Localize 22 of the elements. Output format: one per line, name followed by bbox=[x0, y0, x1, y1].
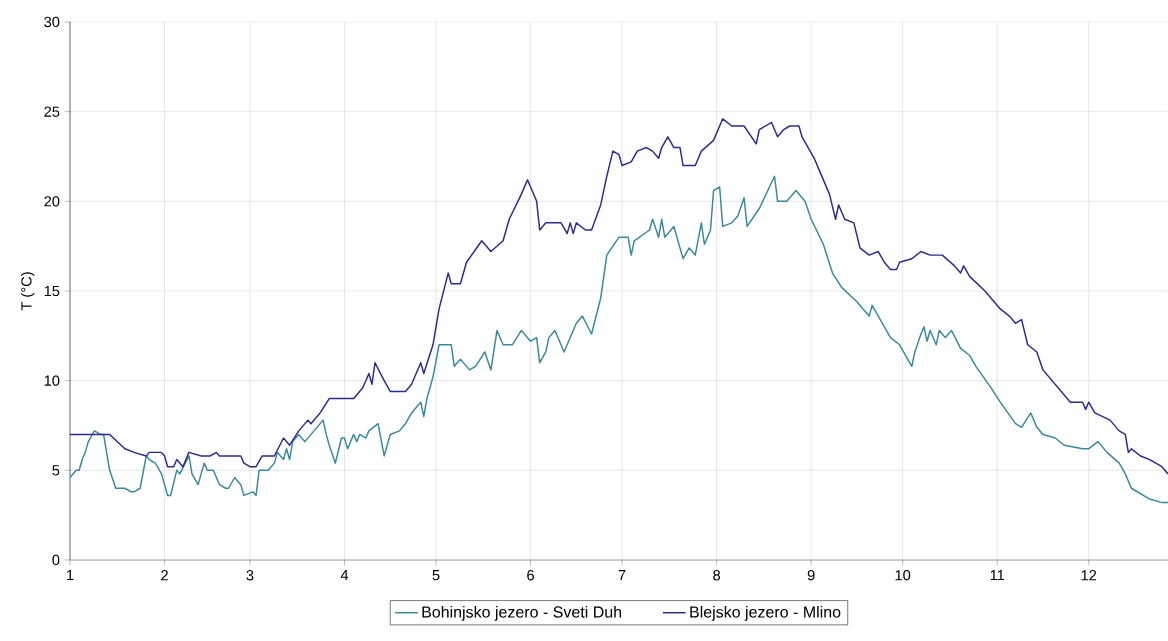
x-tick-label: 2 bbox=[161, 570, 168, 581]
x-tick-label: 11 bbox=[990, 570, 1005, 581]
x-tick-label: 12 bbox=[1081, 570, 1097, 581]
y-tick-label: 5 bbox=[52, 465, 60, 476]
y-tick-label: 25 bbox=[44, 106, 60, 117]
x-tick-label: 7 bbox=[618, 570, 626, 581]
y-tick-label: 0 bbox=[52, 554, 60, 566]
x-tick-label: 5 bbox=[432, 570, 440, 581]
legend-label: Bohinjsko jezero - Sveti Duh bbox=[422, 605, 622, 621]
x-tick-label: 10 bbox=[895, 570, 911, 581]
legend-label: Blejsko jezero - Mlino bbox=[690, 605, 841, 621]
x-tick-label: 3 bbox=[246, 570, 254, 581]
y-tick-label: 10 bbox=[44, 375, 60, 386]
x-tick-label: 8 bbox=[713, 570, 721, 581]
y-axis-title: T (°C) bbox=[20, 272, 35, 311]
x-tick-label: 1 bbox=[67, 570, 74, 581]
y-tick-label: 15 bbox=[44, 285, 60, 297]
y-tick-label: 20 bbox=[44, 196, 60, 207]
x-tick-label: 6 bbox=[527, 570, 534, 581]
x-tick-label: 4 bbox=[340, 570, 349, 581]
x-tick-label: 9 bbox=[807, 570, 815, 581]
y-tick-label: 30 bbox=[44, 16, 60, 28]
